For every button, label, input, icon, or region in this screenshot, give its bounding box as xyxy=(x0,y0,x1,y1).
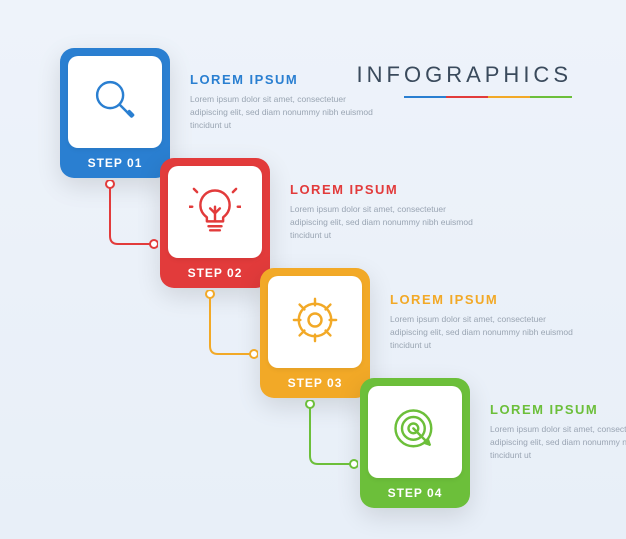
step-body: Lorem ipsum dolor sit amet, consectetuer… xyxy=(390,313,575,351)
step-heading: LOREM IPSUM xyxy=(190,72,375,87)
title-text: INFOGRAPHICS xyxy=(357,62,572,88)
lightbulb-icon xyxy=(189,184,241,241)
underline-seg-1 xyxy=(404,96,446,98)
step-text-block: LOREM IPSUM Lorem ipsum dolor sit amet, c… xyxy=(190,72,375,131)
step-card-inner xyxy=(268,276,362,368)
step-card: STEP 02 xyxy=(160,158,270,288)
step-label: STEP 03 xyxy=(260,376,370,390)
target-icon xyxy=(389,404,441,461)
step-02: STEP 02 xyxy=(160,158,270,288)
step-card-inner xyxy=(168,166,262,258)
step-card: STEP 03 xyxy=(260,268,370,398)
connector-1 xyxy=(98,180,158,260)
step-label: STEP 02 xyxy=(160,266,270,280)
step-04: STEP 04 xyxy=(360,378,470,508)
underline-seg-2 xyxy=(446,96,488,98)
step-text-block: LOREM IPSUM Lorem ipsum dolor sit amet, c… xyxy=(390,292,575,351)
step-card: STEP 04 xyxy=(360,378,470,508)
connector-3 xyxy=(298,400,358,480)
underline-seg-4 xyxy=(530,96,572,98)
step-text-block: LOREM IPSUM Lorem ipsum dolor sit amet, c… xyxy=(290,182,475,241)
title-block: INFOGRAPHICS xyxy=(357,62,572,98)
connector-2 xyxy=(198,290,258,370)
step-03: STEP 03 xyxy=(260,268,370,398)
infographic-canvas: INFOGRAPHICS STEP 01 LOREM IPSUM Lorem ips… xyxy=(0,0,626,539)
title-underline xyxy=(357,96,572,98)
underline-seg-3 xyxy=(488,96,530,98)
step-card-inner xyxy=(368,386,462,478)
step-heading: LOREM IPSUM xyxy=(290,182,475,197)
step-text-block: LOREM IPSUM Lorem ipsum dolor sit amet, c… xyxy=(490,402,626,461)
step-card-inner xyxy=(68,56,162,148)
step-heading: LOREM IPSUM xyxy=(390,292,575,307)
step-body: Lorem ipsum dolor sit amet, consectetuer… xyxy=(290,203,475,241)
step-label: STEP 04 xyxy=(360,486,470,500)
magnifier-icon xyxy=(89,74,141,131)
step-body: Lorem ipsum dolor sit amet, consectetuer… xyxy=(490,423,626,461)
step-label: STEP 01 xyxy=(60,156,170,170)
gear-icon xyxy=(289,294,341,351)
step-01: STEP 01 xyxy=(60,48,170,178)
step-card: STEP 01 xyxy=(60,48,170,178)
step-body: Lorem ipsum dolor sit amet, consectetuer… xyxy=(190,93,375,131)
step-heading: LOREM IPSUM xyxy=(490,402,626,417)
